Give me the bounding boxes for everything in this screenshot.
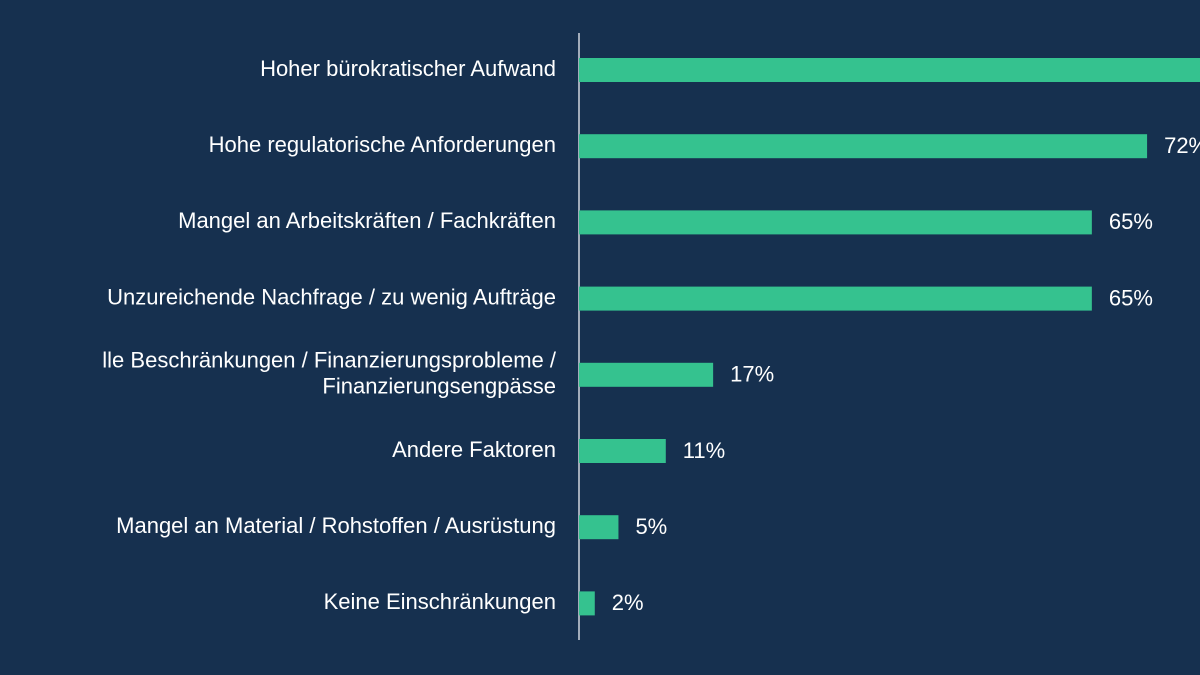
category-label: Mangel an Arbeitskräften / Fachkräften bbox=[178, 208, 556, 233]
category-label: Mangel an Material / Rohstoffen / Ausrüs… bbox=[116, 513, 556, 538]
value-label: 65% bbox=[1109, 285, 1153, 310]
category-label: Unzureichende Nachfrage / zu wenig Auftr… bbox=[107, 284, 556, 309]
value-label: 17% bbox=[730, 362, 774, 387]
bar bbox=[579, 515, 619, 540]
bar bbox=[579, 362, 714, 387]
bar bbox=[579, 210, 1092, 235]
bar bbox=[579, 58, 1200, 82]
category-label: Hohe regulatorische Anforderungen bbox=[209, 132, 556, 157]
bar bbox=[579, 591, 595, 616]
category-label: Keine Einschränkungen bbox=[324, 589, 556, 614]
value-label: 11% bbox=[683, 438, 725, 463]
bar bbox=[579, 286, 1092, 311]
category-label: Hoher bürokratischer Aufwand bbox=[260, 56, 556, 81]
category-label: lle Beschränkungen / Finanzierungsproble… bbox=[102, 348, 557, 373]
category-label: Finanzierungsengpässe bbox=[322, 374, 556, 399]
value-label: 5% bbox=[635, 514, 667, 539]
value-label: 2% bbox=[612, 590, 644, 615]
value-label: 65% bbox=[1109, 209, 1153, 234]
value-label: 72% bbox=[1164, 133, 1200, 158]
category-label: Andere Faktoren bbox=[392, 437, 556, 462]
bar bbox=[579, 439, 666, 463]
bar bbox=[579, 134, 1148, 159]
